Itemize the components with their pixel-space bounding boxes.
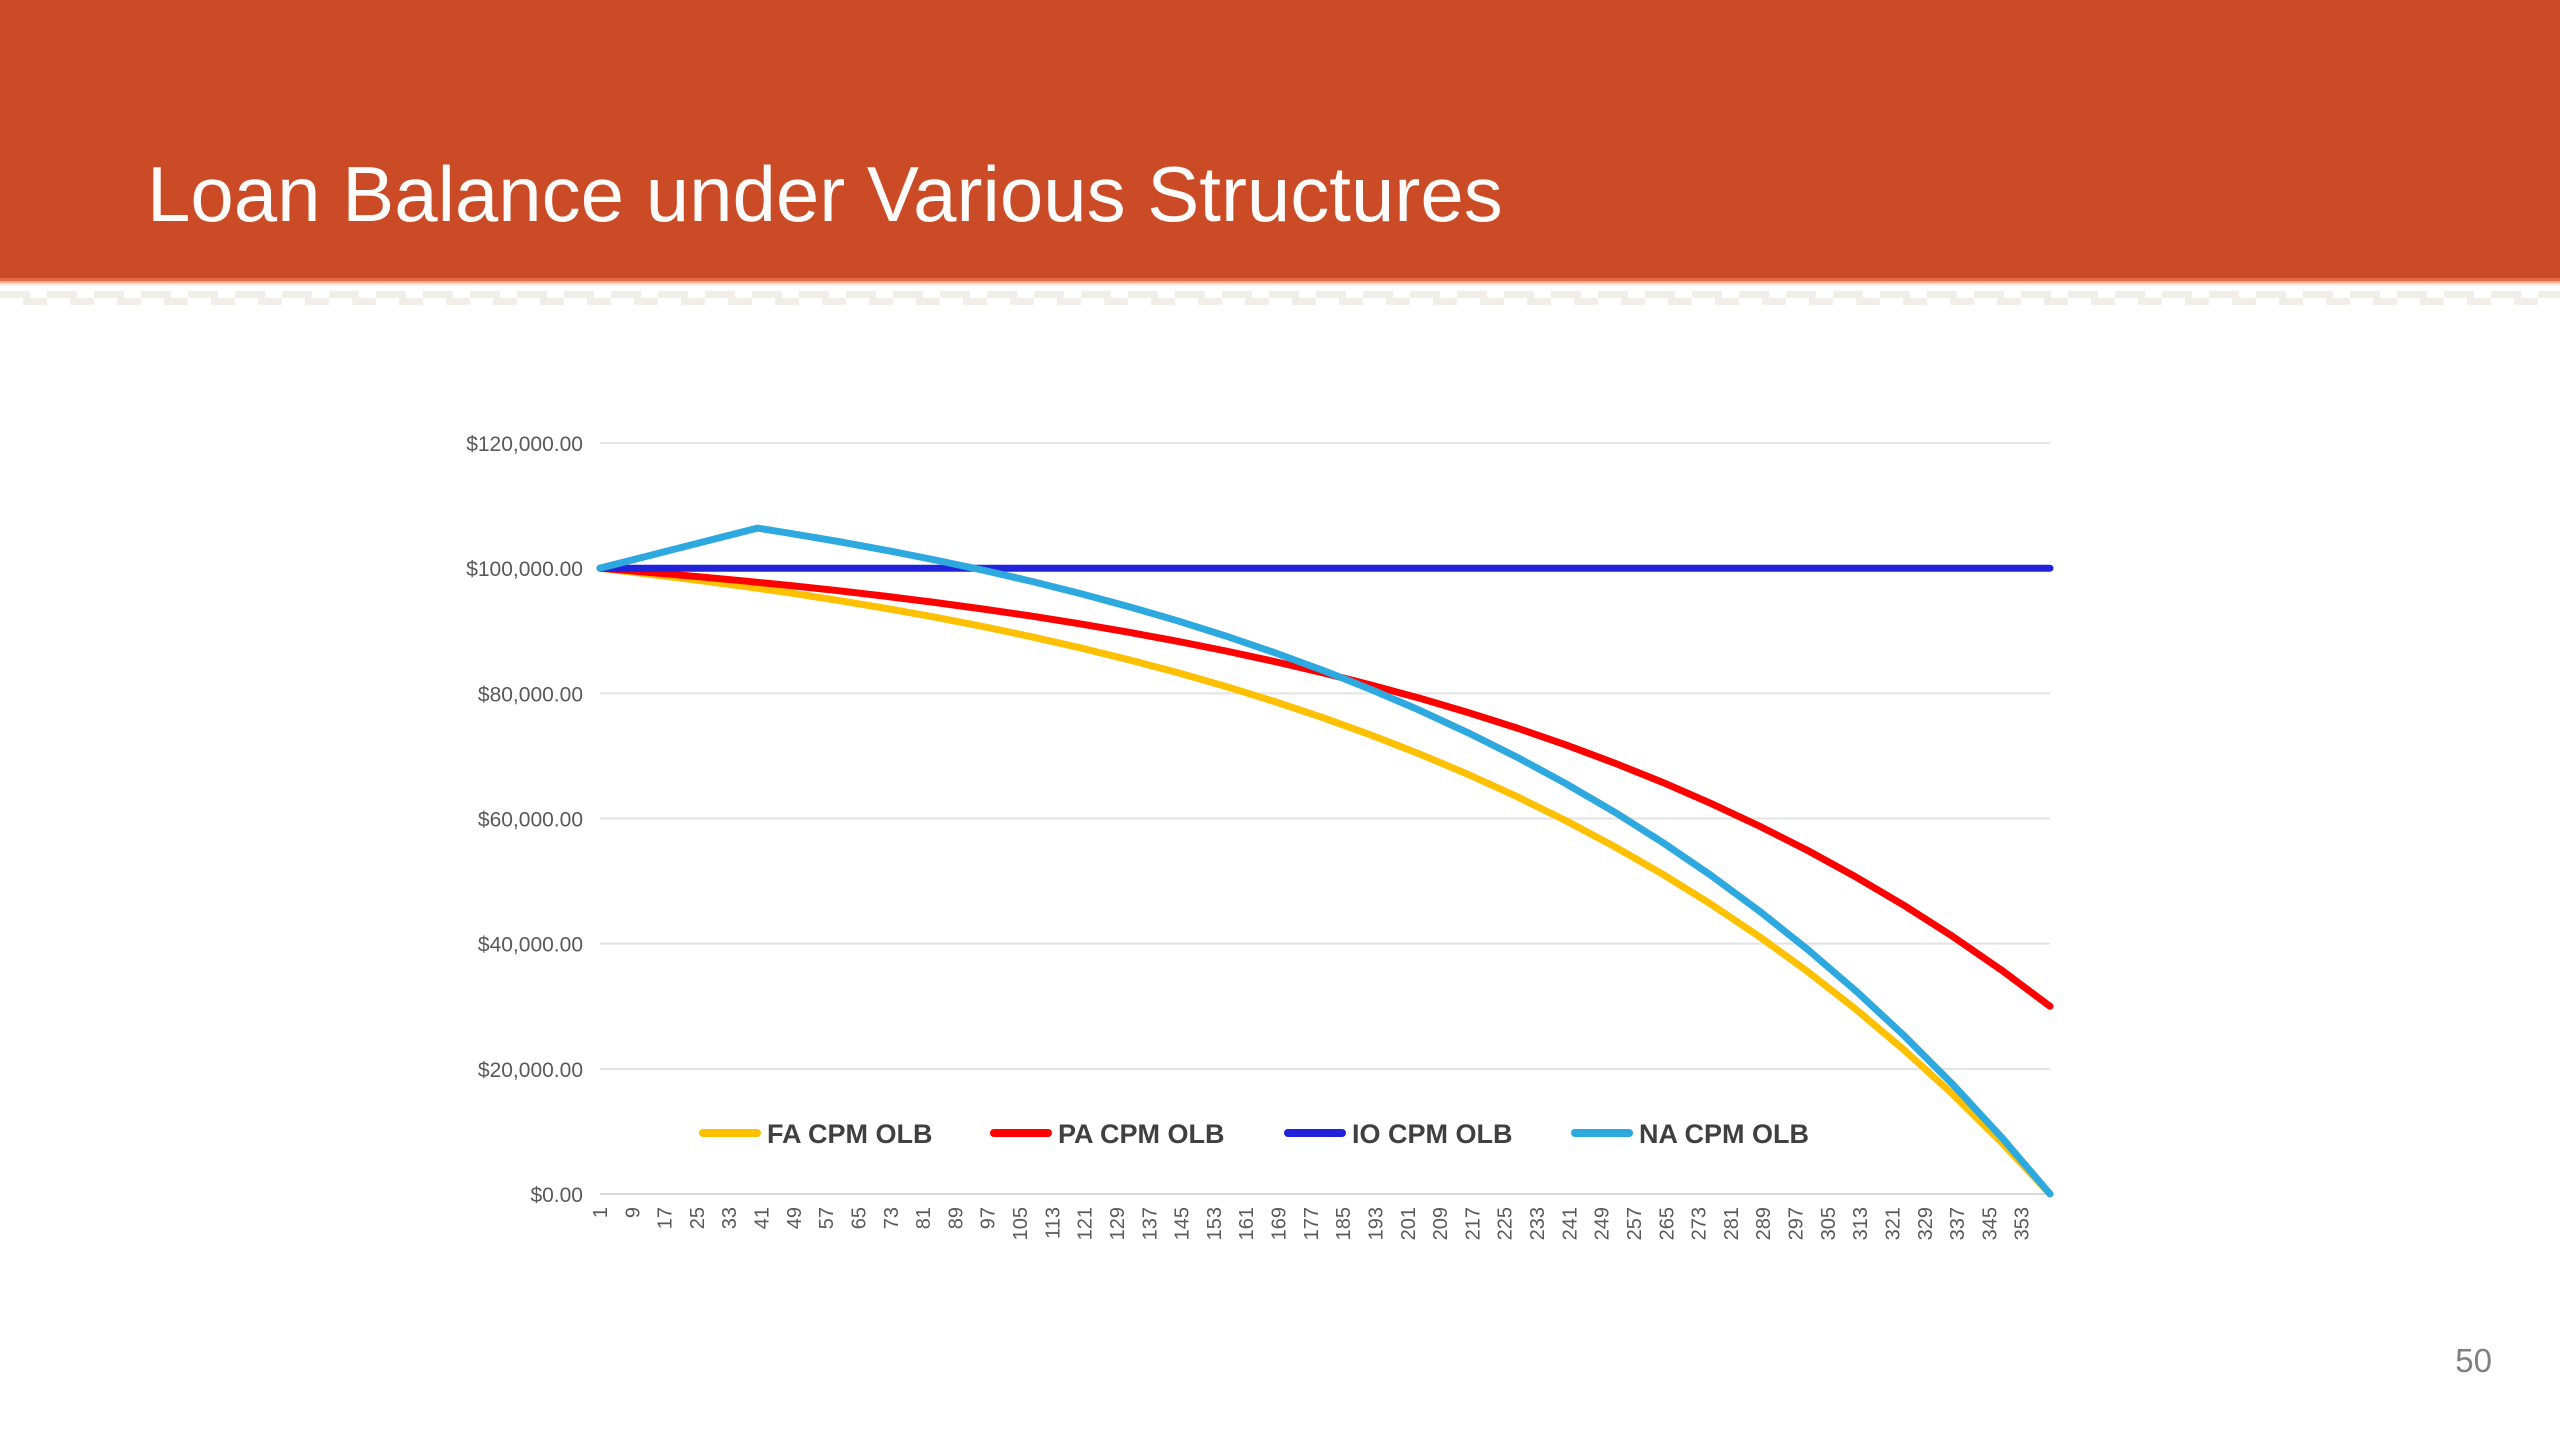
x-tick-label: 353 bbox=[2012, 1207, 2034, 1240]
x-tick-label: 289 bbox=[1753, 1207, 1775, 1240]
slide-title: Loan Balance under Various Structures bbox=[147, 150, 1503, 238]
y-tick-label: $0.00 bbox=[530, 1184, 583, 1207]
title-banner: Loan Balance under Various Structures bbox=[0, 0, 2560, 281]
x-tick-label: 25 bbox=[687, 1207, 709, 1229]
x-tick-label: 233 bbox=[1527, 1207, 1549, 1240]
x-tick-label: 105 bbox=[1010, 1207, 1032, 1240]
x-tick-label: 113 bbox=[1042, 1207, 1064, 1239]
legend-label-pa-cpm-olb: PA CPM OLB bbox=[1058, 1119, 1225, 1149]
x-tick-label: 337 bbox=[1947, 1207, 1969, 1240]
y-tick-label: $20,000.00 bbox=[478, 1059, 583, 1082]
x-tick-label: 241 bbox=[1559, 1207, 1581, 1240]
x-tick-label: 57 bbox=[816, 1207, 838, 1229]
y-tick-label: $120,000.00 bbox=[466, 433, 583, 456]
x-tick-label: 313 bbox=[1850, 1207, 1872, 1240]
y-tick-label: $100,000.00 bbox=[466, 558, 583, 581]
x-tick-label: 73 bbox=[881, 1207, 903, 1229]
banner-accent-line bbox=[0, 281, 2560, 285]
x-tick-label: 17 bbox=[655, 1207, 677, 1229]
x-tick-label: 217 bbox=[1462, 1207, 1484, 1240]
x-tick-label: 193 bbox=[1365, 1207, 1387, 1240]
x-tick-label: 49 bbox=[784, 1207, 806, 1229]
x-tick-label: 225 bbox=[1495, 1207, 1517, 1240]
x-tick-label: 297 bbox=[1786, 1207, 1808, 1240]
x-tick-label: 33 bbox=[719, 1207, 741, 1229]
x-tick-label: 177 bbox=[1301, 1207, 1323, 1240]
x-tick-label: 273 bbox=[1689, 1207, 1711, 1240]
legend-label-fa-cpm-olb: FA CPM OLB bbox=[767, 1119, 933, 1149]
x-tick-label: 121 bbox=[1075, 1207, 1097, 1240]
legend-label-na-cpm-olb: NA CPM OLB bbox=[1639, 1119, 1809, 1149]
x-tick-label: 321 bbox=[1882, 1207, 1904, 1240]
banner-dashed-strip bbox=[0, 291, 2560, 305]
x-tick-label: 1 bbox=[590, 1207, 612, 1218]
x-tick-label: 345 bbox=[1979, 1207, 2001, 1240]
x-tick-label: 161 bbox=[1236, 1207, 1258, 1240]
x-tick-label: 65 bbox=[848, 1207, 870, 1229]
y-tick-label: $80,000.00 bbox=[478, 683, 583, 706]
x-tick-label: 137 bbox=[1139, 1207, 1161, 1240]
x-tick-label: 281 bbox=[1721, 1207, 1743, 1240]
y-tick-label: $40,000.00 bbox=[478, 934, 583, 957]
x-tick-label: 169 bbox=[1269, 1207, 1291, 1240]
x-tick-label: 129 bbox=[1107, 1207, 1129, 1240]
x-tick-label: 209 bbox=[1430, 1207, 1452, 1240]
x-tick-label: 97 bbox=[978, 1207, 1000, 1229]
x-tick-label: 249 bbox=[1592, 1207, 1614, 1240]
x-tick-label: 257 bbox=[1624, 1207, 1646, 1240]
x-tick-label: 89 bbox=[945, 1207, 967, 1229]
x-tick-label: 153 bbox=[1204, 1207, 1226, 1240]
x-tick-label: 305 bbox=[1818, 1207, 1840, 1240]
x-tick-label: 265 bbox=[1656, 1207, 1678, 1240]
x-tick-label: 145 bbox=[1172, 1207, 1194, 1240]
x-tick-label: 329 bbox=[1915, 1207, 1937, 1240]
x-tick-label: 41 bbox=[752, 1207, 774, 1229]
series-line-pa-cpm-olb bbox=[596, 564, 2054, 1010]
series-line-na-cpm-olb bbox=[596, 524, 2054, 1198]
series-line-fa-cpm-olb bbox=[596, 564, 2054, 1198]
y-tick-label: $60,000.00 bbox=[478, 809, 583, 832]
page-number: 50 bbox=[2455, 1342, 2492, 1379]
x-tick-label: 201 bbox=[1398, 1207, 1420, 1240]
x-tick-label: 185 bbox=[1333, 1207, 1355, 1240]
x-tick-label: 81 bbox=[913, 1207, 935, 1229]
legend-label-io-cpm-olb: IO CPM OLB bbox=[1352, 1119, 1513, 1149]
x-tick-label: 9 bbox=[622, 1207, 644, 1218]
